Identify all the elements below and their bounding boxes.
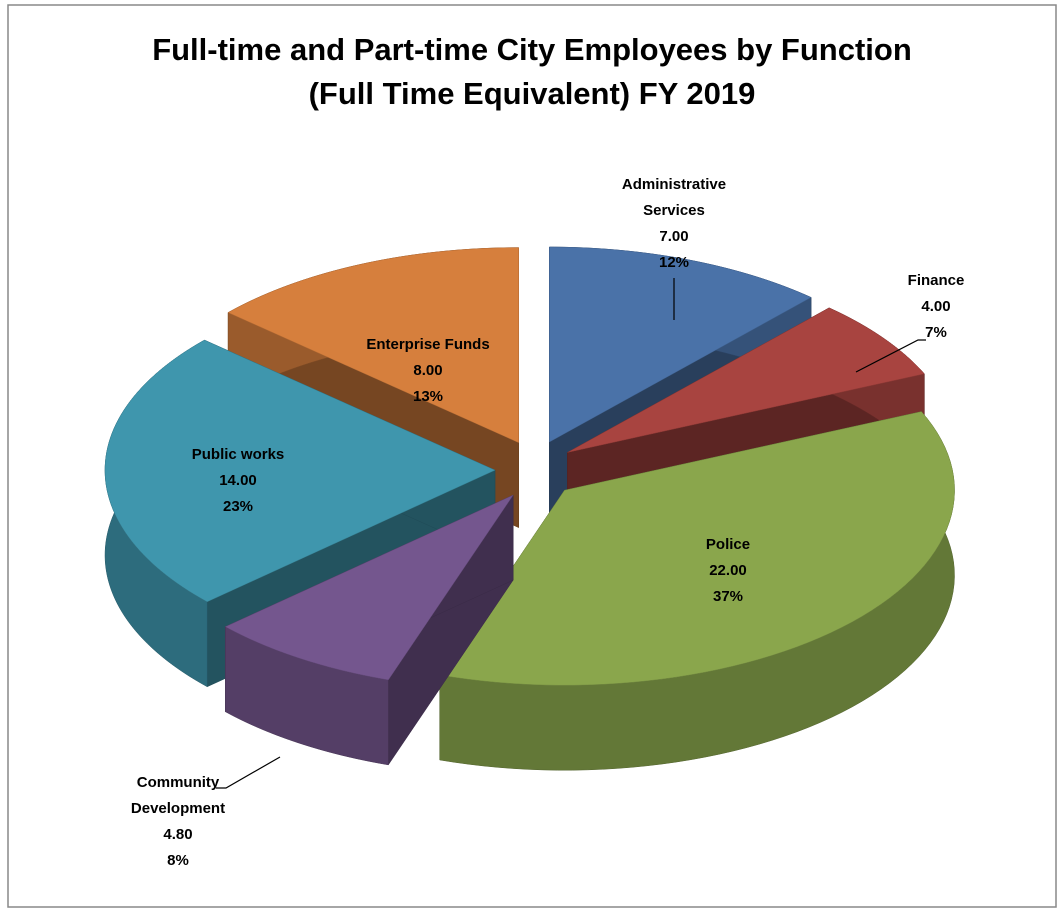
data-label: Community Development 4.80 8%: [88, 770, 268, 874]
slice-name: Public works: [191, 446, 285, 463]
slice-value: 4.00: [921, 298, 951, 315]
slice-value: 8.00: [413, 362, 443, 379]
data-label: Public works 14.00 23%: [148, 442, 328, 520]
slice-value: 22.00: [709, 562, 747, 579]
slice-value: 4.80: [163, 826, 193, 843]
slice-percent: 12%: [658, 254, 690, 271]
slice-percent: 8%: [167, 852, 189, 869]
leader-line: [216, 756, 281, 789]
slice-name: Police: [705, 536, 751, 553]
data-label: Police 22.00 37%: [638, 532, 818, 610]
slice-value: 14.00: [219, 472, 257, 489]
chart-title: Full-time and Part-time City Employees b…: [152, 32, 912, 111]
slice-percent: 37%: [712, 588, 744, 605]
data-label: Enterprise Funds 8.00 13%: [338, 332, 518, 410]
slice-percent: 23%: [222, 498, 254, 515]
pie-slice: [227, 247, 519, 443]
slice-name: Enterprise Funds: [366, 336, 490, 353]
slice-percent: 13%: [412, 388, 444, 405]
data-label: Finance 4.00 7%: [846, 268, 1026, 346]
leader-line: [855, 339, 926, 373]
slice-name: Administrative Services: [621, 176, 727, 219]
slice-name: Community Development: [130, 774, 226, 817]
pie-slice: [104, 339, 496, 603]
pie: [104, 246, 955, 771]
pie-slice: [439, 411, 955, 686]
slice-percent: 7%: [925, 324, 947, 341]
slice-value: 7.00: [659, 228, 689, 245]
data-label: Administrative Services 7.00 12%: [584, 172, 764, 276]
pie-slice: [224, 494, 514, 681]
pie-slice: [549, 246, 812, 443]
pie-slice: [567, 307, 925, 453]
slice-name: Finance: [907, 272, 965, 289]
